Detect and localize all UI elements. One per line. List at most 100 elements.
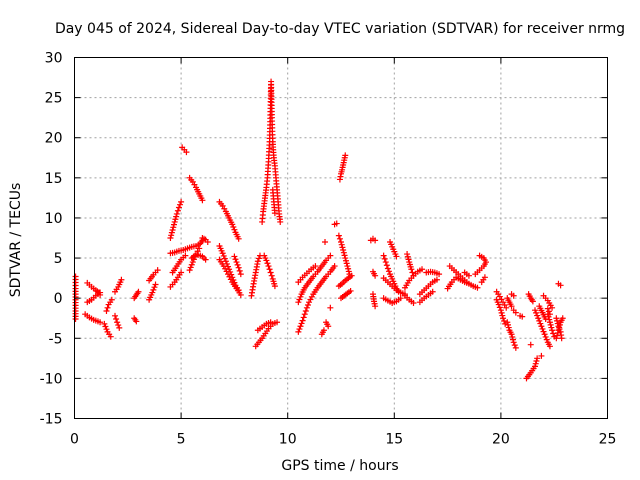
data-point xyxy=(72,316,79,323)
data-point xyxy=(501,318,508,325)
data-point xyxy=(177,201,184,208)
data-point xyxy=(527,341,534,348)
data-point xyxy=(322,239,329,246)
x-tick-label: 25 xyxy=(599,432,617,448)
y-tick-label: 0 xyxy=(54,291,63,307)
data-point xyxy=(538,323,545,330)
data-point xyxy=(233,259,240,266)
data-point xyxy=(433,276,440,283)
data-point xyxy=(510,339,517,346)
data-point xyxy=(171,218,178,225)
x-tick-label: 15 xyxy=(385,432,403,448)
data-point xyxy=(336,235,343,242)
data-point xyxy=(204,239,211,246)
data-point xyxy=(296,326,303,333)
data-point xyxy=(115,322,122,329)
data-point xyxy=(231,226,238,233)
data-point xyxy=(505,321,512,328)
data-point xyxy=(152,281,159,288)
data-point xyxy=(112,312,119,319)
data-point xyxy=(108,296,115,303)
data-point xyxy=(393,253,400,260)
data-point xyxy=(265,263,272,270)
data-point xyxy=(175,204,182,211)
data-point xyxy=(338,241,345,248)
data-point xyxy=(304,301,311,308)
data-point xyxy=(235,264,242,271)
data-point xyxy=(519,313,526,320)
data-point xyxy=(408,266,415,273)
data-point xyxy=(342,152,349,159)
data-point xyxy=(170,224,177,231)
data-point xyxy=(545,308,552,315)
data-point xyxy=(234,261,241,268)
data-point xyxy=(384,265,391,272)
data-point xyxy=(300,314,307,321)
data-point xyxy=(556,324,563,331)
data-point xyxy=(183,149,190,156)
y-tick-label: -15 xyxy=(40,412,63,428)
data-point xyxy=(409,269,416,276)
data-point xyxy=(342,257,349,264)
data-point xyxy=(554,332,561,339)
data-point xyxy=(505,324,512,331)
data-point xyxy=(133,318,140,325)
data-point xyxy=(173,210,180,217)
data-point xyxy=(533,309,540,316)
data-point xyxy=(539,325,546,332)
data-point xyxy=(510,292,517,299)
data-point xyxy=(481,274,488,281)
data-point xyxy=(268,272,275,279)
data-point xyxy=(327,304,334,311)
data-point xyxy=(532,307,539,314)
data-point xyxy=(381,255,388,262)
x-tick-label: 5 xyxy=(177,432,186,448)
data-point xyxy=(221,255,228,262)
data-point xyxy=(499,312,506,319)
data-point xyxy=(97,289,104,296)
data-points xyxy=(72,78,566,382)
y-tick-label: 25 xyxy=(45,91,63,107)
data-point xyxy=(104,304,111,311)
data-point xyxy=(543,336,550,343)
data-point xyxy=(405,256,412,263)
data-point xyxy=(196,245,203,252)
data-point xyxy=(345,265,352,272)
data-point xyxy=(341,252,348,259)
data-point xyxy=(498,309,505,316)
data-point xyxy=(496,304,503,311)
data-point xyxy=(508,303,515,310)
data-point xyxy=(548,324,555,331)
data-point xyxy=(331,263,338,270)
data-point xyxy=(372,237,379,244)
data-point xyxy=(556,321,563,328)
data-point xyxy=(297,293,304,300)
data-point xyxy=(509,336,516,343)
data-point xyxy=(546,316,553,323)
data-point xyxy=(277,218,284,225)
data-point xyxy=(301,311,308,318)
data-point xyxy=(340,249,347,256)
data-point xyxy=(296,296,303,303)
data-point xyxy=(101,320,108,327)
data-point xyxy=(219,250,226,257)
data-point xyxy=(263,257,270,264)
data-point xyxy=(482,259,489,266)
data-point xyxy=(320,327,327,334)
data-point xyxy=(348,272,355,279)
data-point xyxy=(274,319,281,326)
data-point xyxy=(199,197,206,204)
data-point xyxy=(497,307,504,314)
data-point xyxy=(345,268,352,275)
data-point xyxy=(267,319,274,326)
data-point xyxy=(533,358,540,365)
data-point xyxy=(532,360,539,367)
data-point xyxy=(542,333,549,340)
data-point xyxy=(333,220,340,227)
chart-title: Day 045 of 2024, Sidereal Day-to-day VTE… xyxy=(55,21,625,37)
data-point xyxy=(188,261,195,268)
y-tick-label: 30 xyxy=(45,51,63,67)
data-point xyxy=(237,271,244,278)
data-point xyxy=(173,213,180,220)
data-point xyxy=(118,276,125,283)
